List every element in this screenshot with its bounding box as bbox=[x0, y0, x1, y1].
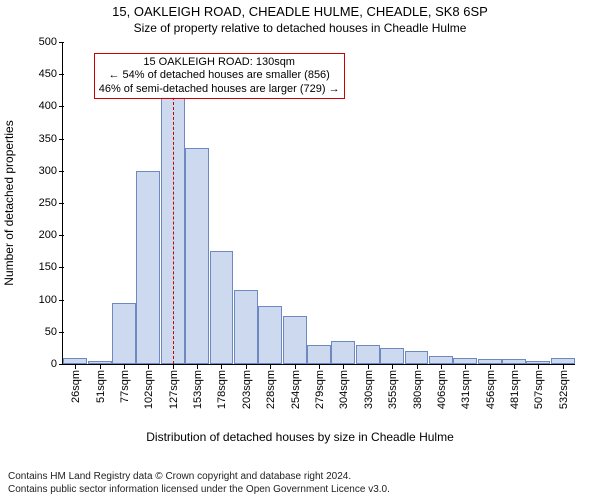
callout-box: 15 OAKLEIGH ROAD: 130sqm← 54% of detache… bbox=[94, 53, 345, 99]
x-tick-mark bbox=[197, 364, 198, 369]
y-tick: 250 bbox=[39, 197, 63, 209]
histogram-bar bbox=[210, 251, 234, 364]
histogram-bar bbox=[136, 171, 160, 364]
callout-line: 15 OAKLEIGH ROAD: 130sqm bbox=[99, 56, 340, 69]
x-tick-mark bbox=[392, 364, 393, 369]
x-tick-label: 456sqm bbox=[483, 370, 497, 409]
attribution: Contains HM Land Registry data © Crown c… bbox=[8, 471, 390, 496]
y-axis-label: Number of detached properties bbox=[2, 120, 16, 285]
x-tick-label: 507sqm bbox=[531, 370, 545, 409]
histogram-bar bbox=[234, 290, 258, 364]
x-tick-label: 481sqm bbox=[507, 370, 521, 409]
y-tick: 50 bbox=[45, 326, 63, 338]
histogram-bar bbox=[380, 348, 404, 364]
x-tick-mark bbox=[148, 364, 149, 369]
marker-line bbox=[173, 97, 174, 364]
x-tick-mark bbox=[246, 364, 247, 369]
x-tick-mark bbox=[295, 364, 296, 369]
x-tick-mark bbox=[221, 364, 222, 369]
histogram-bar bbox=[185, 148, 209, 364]
x-tick-label: 304sqm bbox=[336, 370, 350, 409]
x-tick-label: 431sqm bbox=[458, 370, 472, 409]
y-tick: 400 bbox=[39, 100, 63, 112]
x-tick-label: 203sqm bbox=[239, 370, 253, 409]
x-tick-label: 330sqm bbox=[361, 370, 375, 409]
x-tick-label: 380sqm bbox=[410, 370, 424, 409]
histogram-bar bbox=[405, 351, 429, 364]
histogram-bar bbox=[356, 345, 380, 364]
x-tick-mark bbox=[368, 364, 369, 369]
histogram-bar bbox=[258, 306, 282, 364]
x-tick-mark bbox=[490, 364, 491, 369]
x-tick-mark bbox=[417, 364, 418, 369]
histogram-bar bbox=[307, 345, 331, 364]
histogram-plot: 05010015020025030035040045050026sqm51sqm… bbox=[62, 42, 575, 365]
chart-title: 15, OAKLEIGH ROAD, CHEADLE HULME, CHEADL… bbox=[0, 4, 600, 19]
x-tick-label: 228sqm bbox=[263, 370, 277, 409]
x-tick-mark bbox=[441, 364, 442, 369]
x-tick-mark bbox=[173, 364, 174, 369]
x-tick-label: 254sqm bbox=[288, 370, 302, 409]
x-tick-mark bbox=[270, 364, 271, 369]
histogram-bar bbox=[331, 341, 355, 364]
x-tick-mark bbox=[124, 364, 125, 369]
x-tick-label: 51sqm bbox=[93, 370, 107, 403]
x-tick-label: 279sqm bbox=[312, 370, 326, 409]
x-tick-mark bbox=[538, 364, 539, 369]
x-tick-label: 532sqm bbox=[556, 370, 570, 409]
x-tick-label: 26sqm bbox=[68, 370, 82, 403]
x-tick-mark bbox=[465, 364, 466, 369]
y-tick: 450 bbox=[39, 68, 63, 80]
x-tick-label: 406sqm bbox=[434, 370, 448, 409]
x-tick-label: 127sqm bbox=[166, 370, 180, 409]
x-tick-mark bbox=[343, 364, 344, 369]
callout-line: ← 54% of detached houses are smaller (85… bbox=[99, 69, 340, 82]
y-tick: 300 bbox=[39, 165, 63, 177]
x-tick-label: 153sqm bbox=[190, 370, 204, 409]
x-tick-mark bbox=[100, 364, 101, 369]
histogram-bar bbox=[283, 316, 307, 364]
attribution-line-2: Contains public sector information licen… bbox=[8, 484, 390, 497]
y-tick: 500 bbox=[39, 36, 63, 48]
histogram-bar bbox=[429, 356, 453, 364]
chart-subtitle: Size of property relative to detached ho… bbox=[0, 21, 600, 35]
y-tick: 200 bbox=[39, 229, 63, 241]
histogram-bar bbox=[112, 303, 136, 364]
callout-line: 46% of semi-detached houses are larger (… bbox=[99, 83, 340, 96]
x-tick-label: 355sqm bbox=[385, 370, 399, 409]
y-tick: 150 bbox=[39, 261, 63, 273]
x-tick-label: 77sqm bbox=[117, 370, 131, 403]
y-tick: 350 bbox=[39, 133, 63, 145]
x-tick-mark bbox=[319, 364, 320, 369]
x-tick-mark bbox=[75, 364, 76, 369]
x-tick-mark bbox=[563, 364, 564, 369]
x-tick-label: 102sqm bbox=[141, 370, 155, 409]
y-tick: 100 bbox=[39, 294, 63, 306]
x-tick-mark bbox=[514, 364, 515, 369]
x-axis-label: Distribution of detached houses by size … bbox=[0, 430, 600, 444]
attribution-line-1: Contains HM Land Registry data © Crown c… bbox=[8, 471, 390, 484]
y-tick: 0 bbox=[51, 358, 63, 370]
x-tick-label: 178sqm bbox=[214, 370, 228, 409]
